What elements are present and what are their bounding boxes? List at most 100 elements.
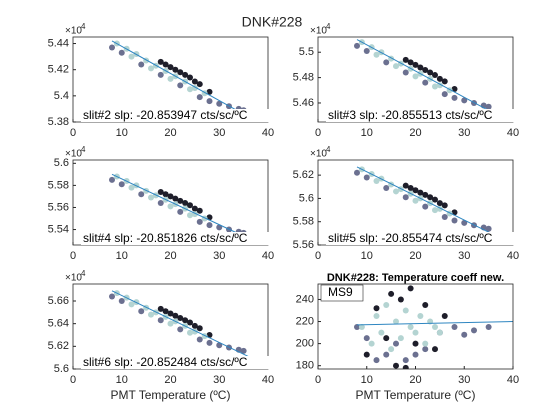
point xyxy=(138,61,145,68)
point xyxy=(354,42,360,49)
point xyxy=(148,65,154,72)
y-multiplier-exponent: 4 xyxy=(81,22,86,31)
plot-marks xyxy=(109,173,249,239)
point xyxy=(412,187,419,194)
point xyxy=(187,319,193,326)
point xyxy=(196,94,203,101)
point xyxy=(427,194,434,201)
point xyxy=(157,200,164,207)
y-tick-label: 5.48 xyxy=(293,72,314,84)
point xyxy=(191,78,198,85)
point xyxy=(177,315,184,321)
x-axis-label: PMT Temperature (ºC) xyxy=(111,388,231,402)
point xyxy=(196,336,203,343)
point xyxy=(373,357,380,364)
x-tick-label: 20 xyxy=(409,127,421,139)
point xyxy=(373,305,380,312)
x-axis-label: PMT Temperature (ºC) xyxy=(356,388,476,402)
point xyxy=(206,88,213,95)
point xyxy=(383,59,390,66)
point xyxy=(451,94,458,101)
point xyxy=(363,351,370,358)
point xyxy=(451,86,458,93)
point xyxy=(177,197,184,204)
point xyxy=(412,351,419,358)
x-tick-label: 30 xyxy=(213,127,225,139)
annotation: slit#3 slp: -20.855513 cts/sc/ºC xyxy=(328,108,493,122)
point xyxy=(402,307,409,314)
point xyxy=(177,326,184,333)
point xyxy=(432,207,438,214)
point xyxy=(187,329,193,336)
point xyxy=(436,75,443,82)
point xyxy=(167,203,174,210)
y-multiplier-exponent: 4 xyxy=(326,22,331,31)
point xyxy=(128,184,135,191)
point xyxy=(422,66,429,73)
y-multiplier-exponent: 4 xyxy=(81,145,86,154)
point xyxy=(432,83,438,90)
annotation-bg xyxy=(81,232,271,245)
point xyxy=(363,174,370,181)
point xyxy=(383,335,390,342)
point xyxy=(393,318,399,325)
x-tick-label: 40 xyxy=(262,250,274,262)
point xyxy=(461,97,468,104)
point xyxy=(128,301,135,308)
point xyxy=(441,313,448,320)
annotation: slit#5 slp: -20.855474 cts/sc/ºC xyxy=(328,231,493,245)
point xyxy=(167,64,174,71)
point xyxy=(157,71,164,78)
point xyxy=(109,293,115,300)
plot-marks xyxy=(354,285,513,369)
point xyxy=(196,218,203,225)
y-tick-label: 5.6 xyxy=(54,157,69,169)
point xyxy=(441,78,448,85)
point xyxy=(118,49,125,56)
point xyxy=(393,188,399,195)
point xyxy=(402,69,409,76)
point xyxy=(393,63,399,70)
point xyxy=(240,347,247,354)
point xyxy=(397,296,404,303)
x-tick-label: 10 xyxy=(361,250,373,262)
point xyxy=(206,98,213,105)
point xyxy=(187,74,193,81)
point xyxy=(216,100,223,107)
y-multiplier-exponent: 4 xyxy=(81,269,86,278)
point xyxy=(407,184,414,191)
point xyxy=(393,340,399,347)
point xyxy=(485,324,492,331)
point xyxy=(162,191,169,198)
point xyxy=(109,44,115,51)
point xyxy=(407,285,414,292)
point xyxy=(191,205,198,212)
fit-line xyxy=(111,40,249,118)
point xyxy=(354,324,360,331)
point xyxy=(182,71,189,78)
point xyxy=(118,181,125,188)
point xyxy=(148,194,154,201)
y-tick-label: 5.56 xyxy=(293,239,314,251)
y-tick-label: 5.66 xyxy=(48,295,69,307)
point xyxy=(177,82,184,89)
point xyxy=(157,305,164,312)
annotation-bg xyxy=(81,109,271,122)
y-tick-label: 5.5 xyxy=(299,46,314,58)
point xyxy=(196,207,203,214)
x-tick-label: 30 xyxy=(213,374,225,386)
point xyxy=(412,340,419,347)
point xyxy=(167,75,174,82)
point xyxy=(461,219,468,226)
point xyxy=(363,335,370,342)
x-tick-label: 40 xyxy=(507,250,519,262)
y-tick-label: 200 xyxy=(296,338,314,350)
x-tick-label: 40 xyxy=(507,127,519,139)
x-tick-label: 40 xyxy=(262,374,274,386)
point xyxy=(461,331,468,338)
x-tick-label: 10 xyxy=(116,250,128,262)
point xyxy=(451,324,458,331)
y-tick-label: 180 xyxy=(296,360,314,372)
x-tick-label: 10 xyxy=(361,374,373,386)
x-tick-label: 20 xyxy=(409,374,421,386)
